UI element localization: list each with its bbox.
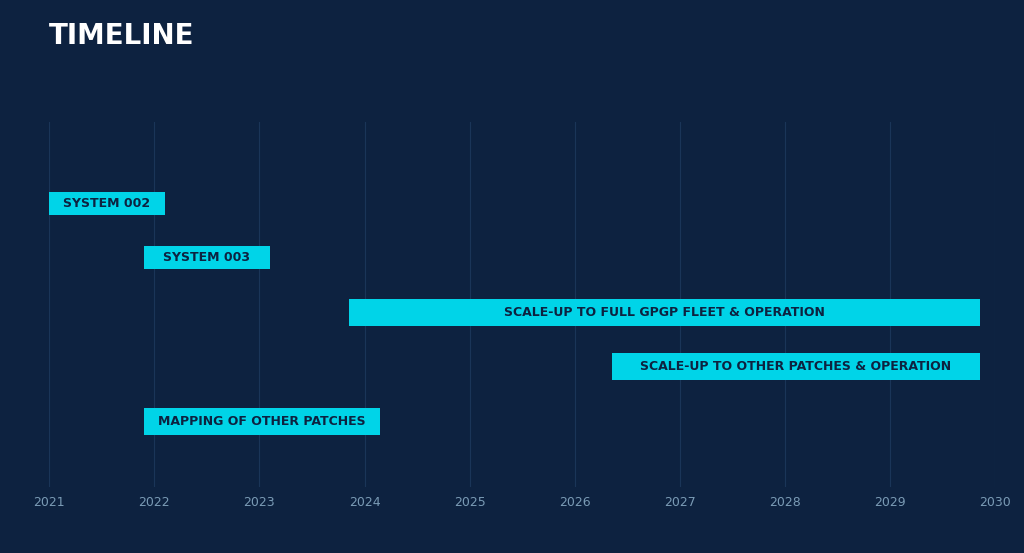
- FancyBboxPatch shape: [349, 299, 980, 326]
- Text: SCALE-UP TO FULL GPGP FLEET & OPERATION: SCALE-UP TO FULL GPGP FLEET & OPERATION: [504, 306, 824, 319]
- Text: TIMELINE: TIMELINE: [49, 22, 195, 50]
- FancyBboxPatch shape: [611, 353, 980, 380]
- Text: SCALE-UP TO OTHER PATCHES & OPERATION: SCALE-UP TO OTHER PATCHES & OPERATION: [640, 361, 951, 373]
- FancyBboxPatch shape: [143, 408, 380, 435]
- FancyBboxPatch shape: [143, 247, 270, 269]
- Text: SYSTEM 003: SYSTEM 003: [164, 252, 250, 264]
- Text: MAPPING OF OTHER PATCHES: MAPPING OF OTHER PATCHES: [159, 415, 366, 428]
- FancyBboxPatch shape: [49, 192, 165, 215]
- Text: SYSTEM 002: SYSTEM 002: [63, 197, 151, 210]
